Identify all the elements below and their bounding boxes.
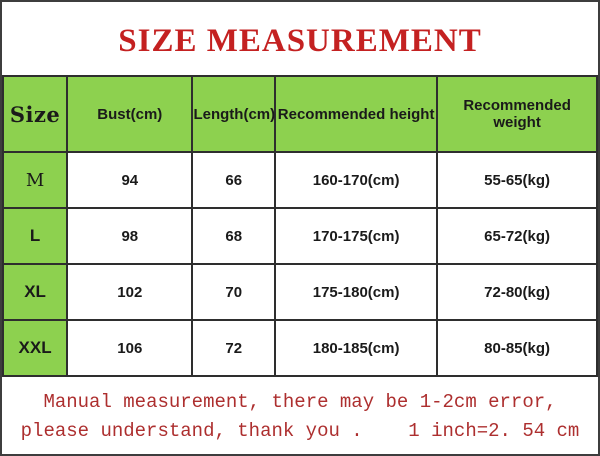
footer-note-line2: please understand, thank you . 1 inch=2.… [20, 420, 580, 442]
column-header-recommended-weight: Recommended weight [436, 75, 598, 153]
size-label-m: M [2, 151, 69, 209]
length-value-xxl: 72 [191, 319, 277, 377]
table-row-xxl: XXL 106 72 180-185(cm) 80-85(kg) [2, 319, 598, 377]
footer-note-line1: Manual measurement, there may be 1-2cm e… [43, 391, 557, 413]
length-value-l: 68 [191, 207, 277, 265]
column-header-recommended-height: Recommended height [274, 75, 439, 153]
weight-value-xxl: 80-85(kg) [436, 319, 598, 377]
column-header-length: Length(cm) [191, 75, 277, 153]
header-row: Size Bust(cm) Length(cm) Recommended hei… [2, 75, 598, 153]
bust-value-xl: 102 [66, 263, 194, 321]
height-value-xl: 175-180(cm) [274, 263, 439, 321]
footer-note: Manual measurement, there may be 1-2cm e… [2, 377, 598, 454]
bust-value-m: 94 [66, 151, 194, 209]
column-header-size: Size [2, 75, 69, 153]
height-value-l: 170-175(cm) [274, 207, 439, 265]
length-value-m: 66 [191, 151, 277, 209]
bust-value-xxl: 106 [66, 319, 194, 377]
size-measurement-table: Size Bust(cm) Length(cm) Recommended hei… [2, 75, 598, 377]
page-title: SIZE MEASUREMENT [118, 23, 482, 59]
bust-value-l: 98 [66, 207, 194, 265]
size-label-xxl: XXL [2, 319, 69, 377]
weight-value-m: 55-65(kg) [436, 151, 598, 209]
height-value-xxl: 180-185(cm) [274, 319, 439, 377]
column-header-bust: Bust(cm) [66, 75, 194, 153]
table-row-m: M 94 66 160-170(cm) 55-65(kg) [2, 151, 598, 209]
height-value-m: 160-170(cm) [274, 151, 439, 209]
title-block: SIZE MEASUREMENT [2, 2, 598, 75]
length-value-xl: 70 [191, 263, 277, 321]
weight-value-l: 65-72(kg) [436, 207, 598, 265]
size-label-l: L [2, 207, 69, 265]
weight-value-xl: 72-80(kg) [436, 263, 598, 321]
table-row-l: L 98 68 170-175(cm) 65-72(kg) [2, 207, 598, 265]
table-row-xl: XL 102 70 175-180(cm) 72-80(kg) [2, 263, 598, 321]
size-label-xl: XL [2, 263, 69, 321]
